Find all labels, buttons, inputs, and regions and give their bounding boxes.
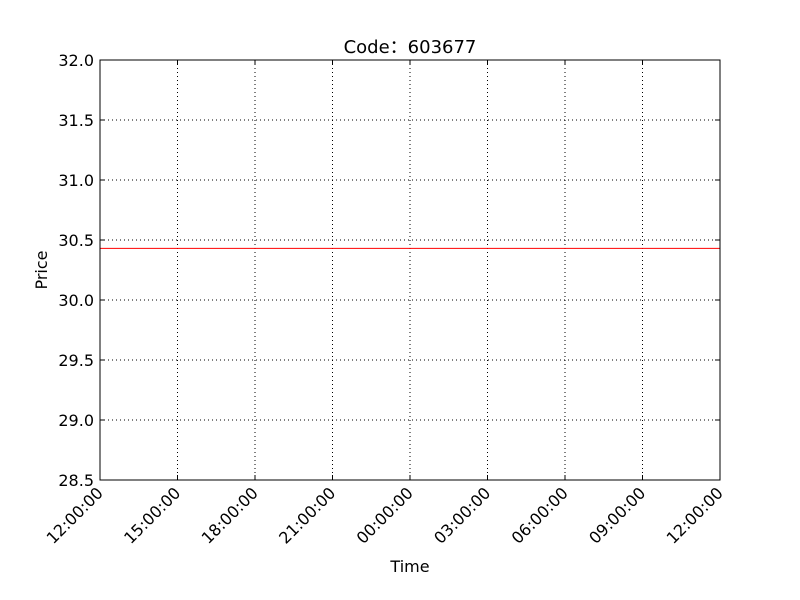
chart-title: Code：603677 xyxy=(344,37,477,58)
y-tick-label: 32.0 xyxy=(58,51,94,70)
y-tick-label: 31.5 xyxy=(58,111,94,130)
y-tick-label: 30.0 xyxy=(58,291,94,310)
grid xyxy=(100,60,720,480)
y-tick-label: 29.5 xyxy=(58,351,94,370)
y-axis-label: Price xyxy=(32,250,51,289)
x-axis-label: Time xyxy=(389,557,429,576)
y-tick-label: 28.5 xyxy=(58,471,94,490)
y-tick-label: 31.0 xyxy=(58,171,94,190)
y-tick-label: 30.5 xyxy=(58,231,94,250)
y-tick-label: 29.0 xyxy=(58,411,94,430)
y-axis-ticks: 28.5 29.0 29.5 30.0 30.5 31.0 31.5 32.0 xyxy=(58,51,720,490)
